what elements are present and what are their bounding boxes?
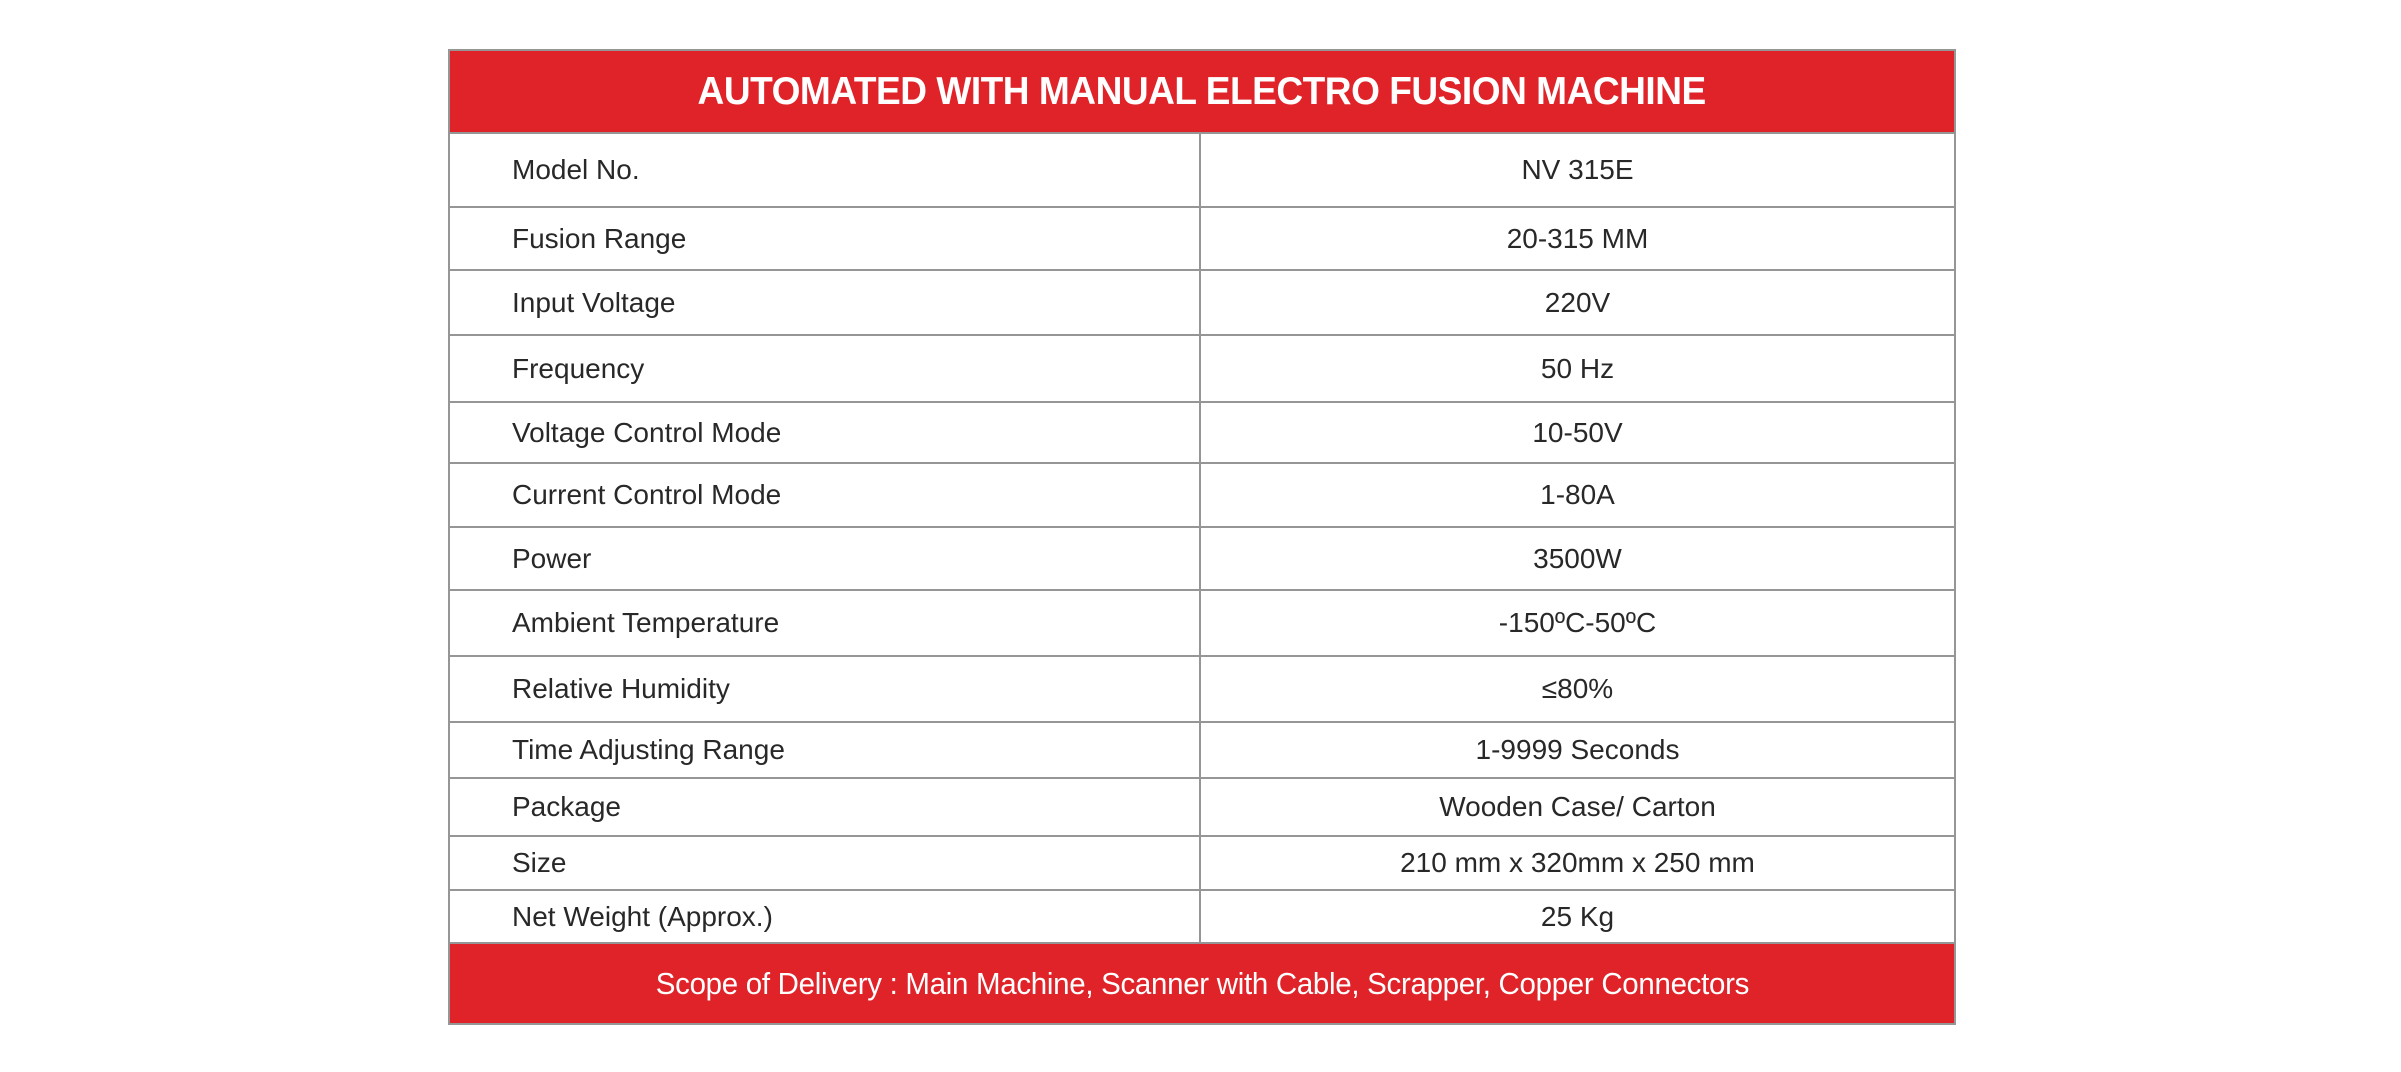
spec-label: Frequency [450, 336, 1201, 401]
spec-label: Voltage Control Mode [450, 403, 1201, 462]
spec-row: Size 210 mm x 320mm x 250 mm [450, 837, 1954, 891]
spec-value: 10-50V [1532, 416, 1623, 448]
spec-value: NV 315E [1521, 154, 1634, 185]
spec-row: Package Wooden Case/ Carton [450, 779, 1954, 837]
spec-row: Current Control Mode 1-80A [450, 464, 1954, 528]
spec-value: Wooden Case/ Carton [1439, 791, 1716, 822]
spec-value: 20-315 MM [1506, 222, 1649, 254]
scope-of-delivery-text: Scope of Delivery : Main Machine, Scanne… [655, 965, 1749, 1001]
spec-label: Net Weight (Approx.) [450, 891, 1201, 942]
spec-row: Frequency 50 Hz [450, 336, 1954, 403]
spec-row: Input Voltage 220V [450, 271, 1954, 336]
table-header-bar: AUTOMATED WITH MANUAL ELECTRO FUSION MAC… [450, 51, 1954, 134]
spec-label: Model No. [450, 134, 1201, 206]
spec-value: 3500W [1533, 542, 1622, 574]
spec-row: Net Weight (Approx.) 25 Kg [450, 891, 1954, 944]
spec-row: Power 3500W [450, 528, 1954, 591]
spec-label: Size [450, 837, 1201, 889]
spec-label: Package [450, 779, 1201, 835]
spec-value: 25 Kg [1540, 900, 1615, 932]
spec-value: ≤80% [1541, 673, 1614, 704]
spec-label: Input Voltage [450, 271, 1201, 334]
spec-row: Voltage Control Mode 10-50V [450, 403, 1954, 464]
spec-label: Ambient Temperature [450, 591, 1201, 655]
spec-value: 210 mm x 320mm x 250 mm [1400, 847, 1755, 878]
spec-rows: Model No. NV 315E Fusion Range 20-315 MM Inp… [450, 134, 1954, 944]
spec-value: -150ºC-50ºC [1498, 607, 1657, 638]
spec-label: Relative Humidity [450, 657, 1201, 721]
table-footer-bar: Scope of Delivery : Main Machine, Scanne… [450, 944, 1954, 1023]
table-title: AUTOMATED WITH MANUAL ELECTRO FUSION MAC… [697, 69, 1707, 113]
spec-label: Power [450, 528, 1201, 589]
spec-row: Model No. NV 315E [450, 134, 1954, 208]
spec-value: 220V [1544, 286, 1611, 318]
spec-row: Ambient Temperature -150ºC-50ºC [450, 591, 1954, 657]
spec-label: Current Control Mode [450, 464, 1201, 526]
spec-label: Time Adjusting Range [450, 723, 1201, 777]
spec-value: 50 Hz [1540, 352, 1615, 384]
spec-row: Fusion Range 20-315 MM [450, 208, 1954, 271]
spec-label: Fusion Range [450, 208, 1201, 269]
spec-value: 1-9999 Seconds [1475, 734, 1680, 765]
spec-value: 1-80A [1540, 479, 1615, 510]
spec-row: Relative Humidity ≤80% [450, 657, 1954, 723]
spec-row: Time Adjusting Range 1-9999 Seconds [450, 723, 1954, 779]
spec-table-card: AUTOMATED WITH MANUAL ELECTRO FUSION MAC… [448, 49, 1956, 1025]
